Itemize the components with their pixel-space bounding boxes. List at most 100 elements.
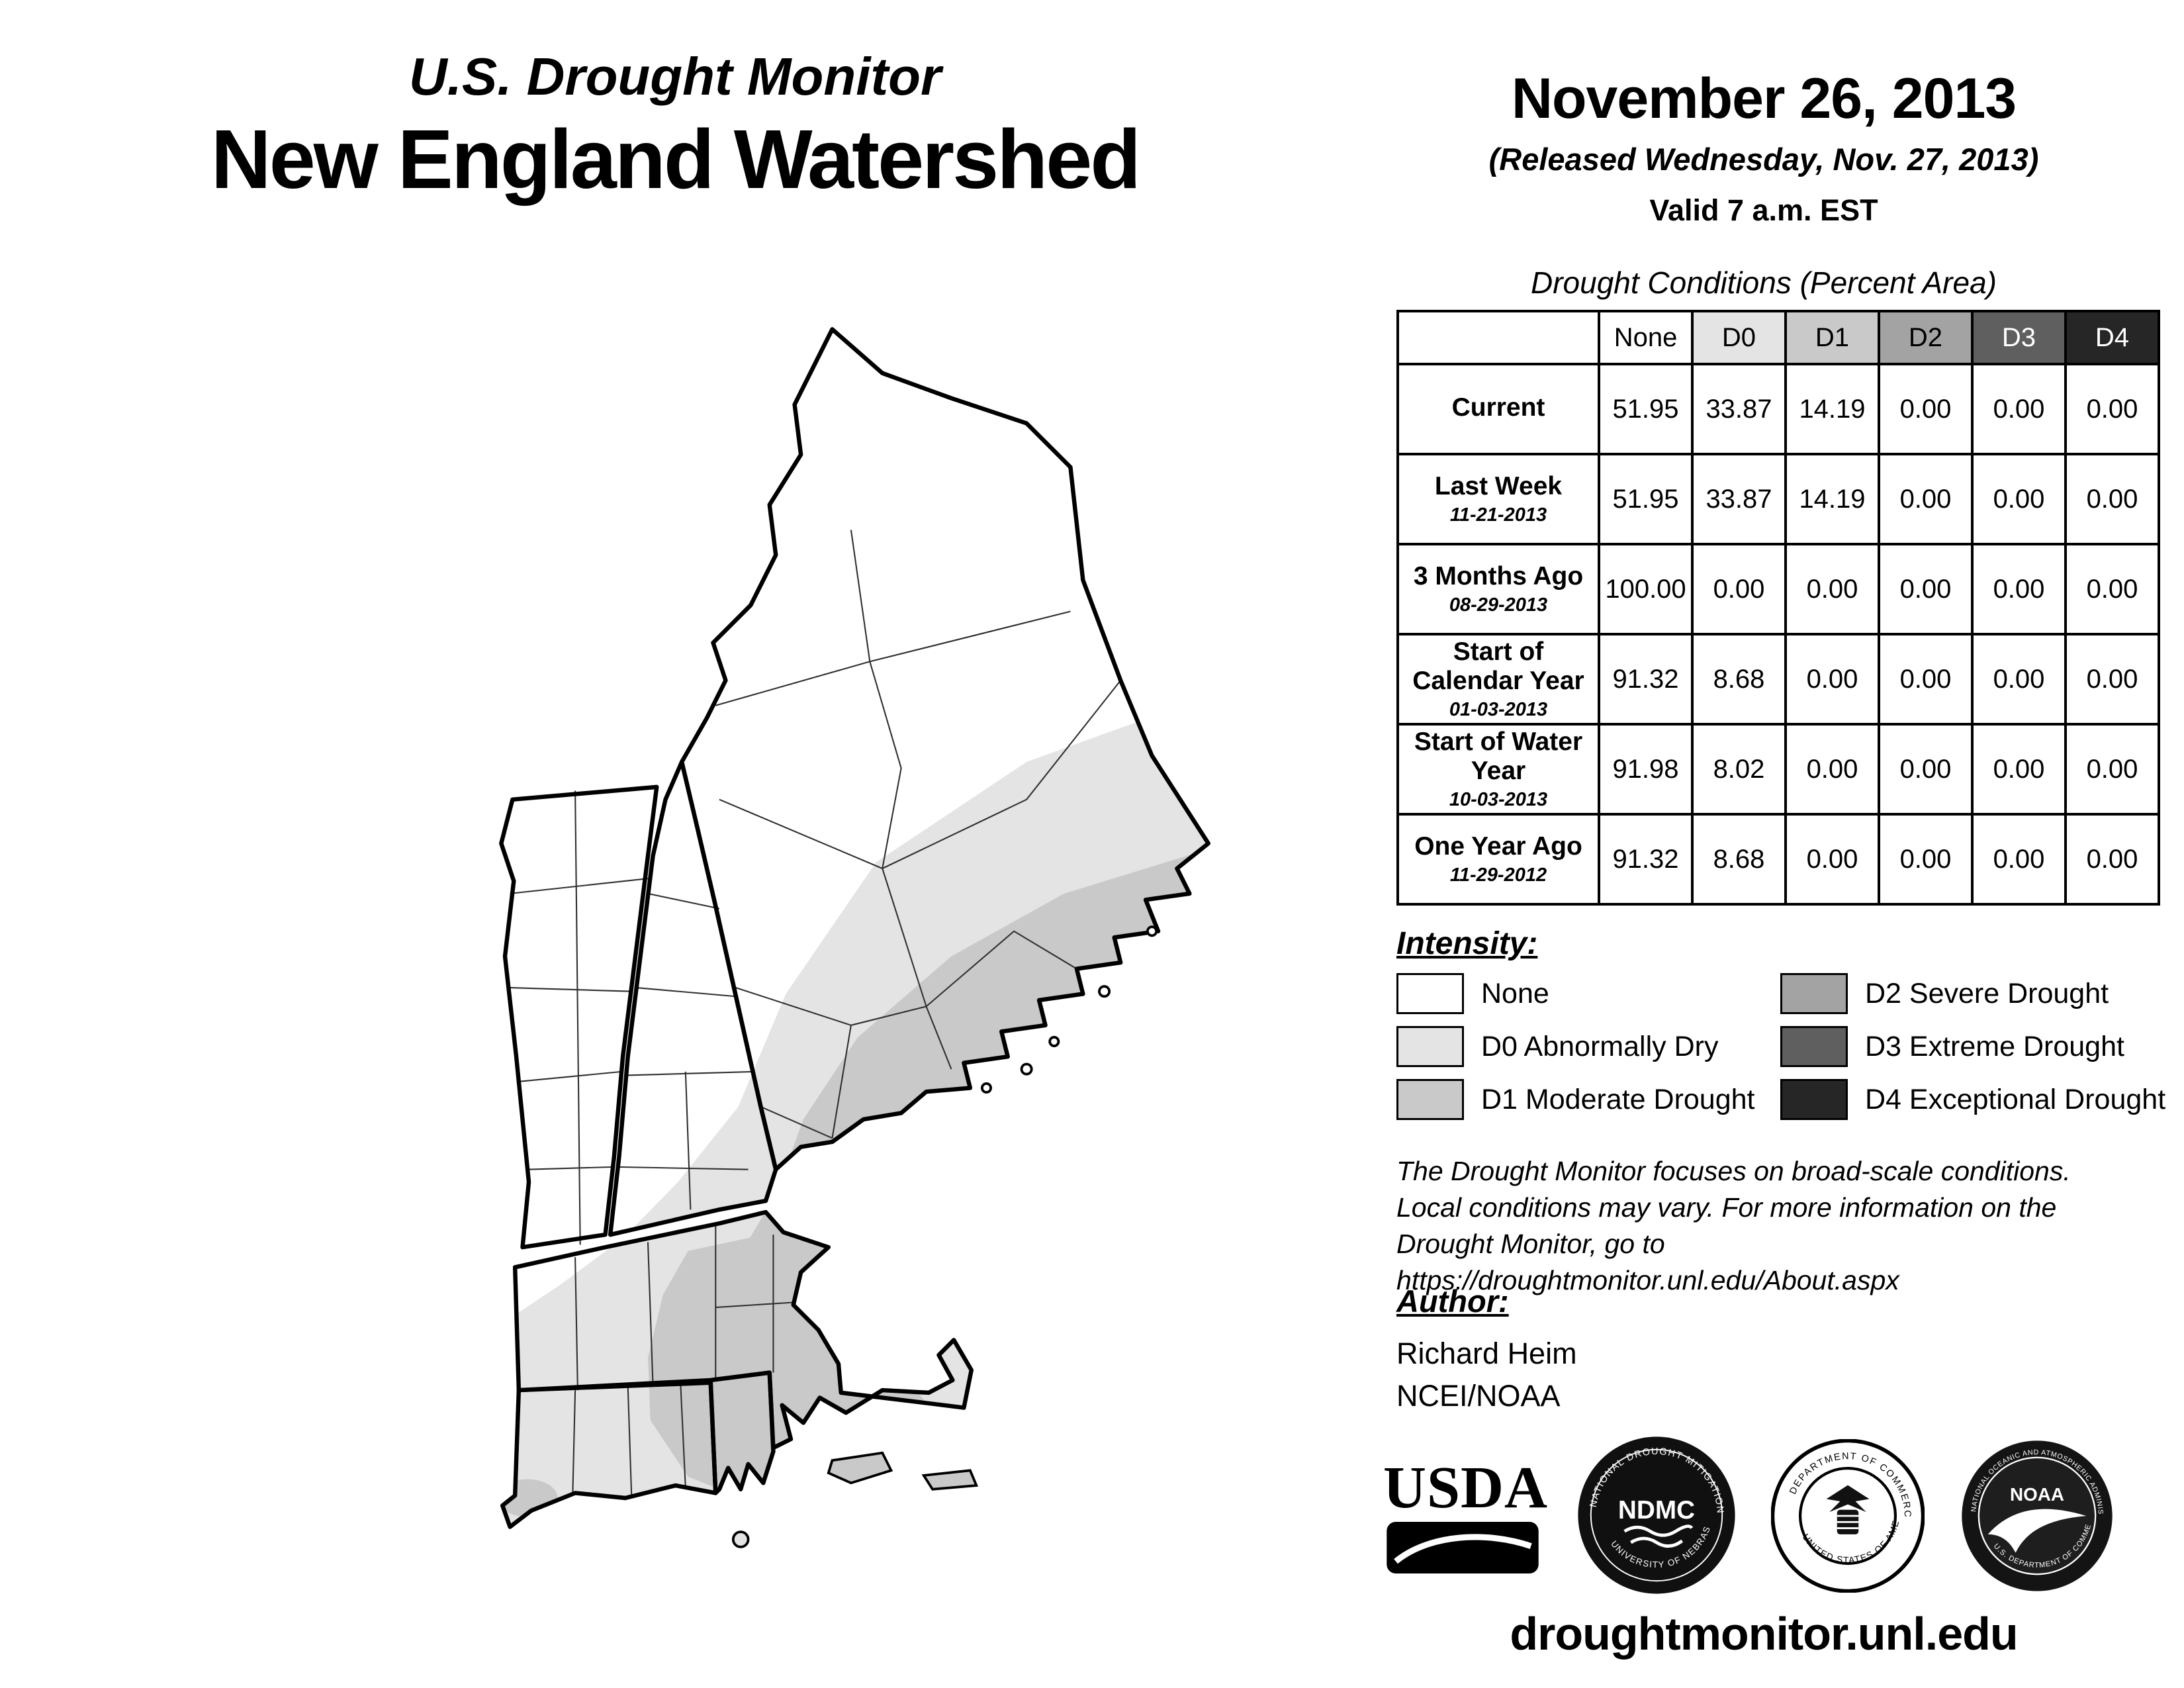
disclaimer-line-3: Drought Monitor, go to https://droughtmo… — [1396, 1228, 1899, 1295]
table-cell: 0.00 — [1878, 543, 1974, 635]
row-label-start-water-year: Start of Water Year 10-03-2013 — [1396, 723, 1600, 816]
state-new-hampshire — [608, 759, 778, 1237]
author-name: Richard Heim — [1396, 1336, 1577, 1370]
table-cell: 0.00 — [2064, 813, 2160, 906]
usda-wordmark: USDA — [1383, 1455, 1549, 1521]
table-row: One Year Ago 11-29-2012 91.32 8.68 0.00 … — [1396, 813, 2160, 906]
table-cell: 8.68 — [1691, 813, 1787, 906]
table-cell: 14.19 — [1784, 363, 1880, 455]
legend-swatch-d1 — [1396, 1079, 1464, 1120]
table-cell: 0.00 — [1971, 453, 2067, 545]
table-cell: 0.00 — [1971, 813, 2067, 906]
island-maine-coast-3 — [980, 1082, 993, 1094]
valid-time: Valid 7 a.m. EST — [1649, 193, 1878, 227]
ndmc-logo: NATIONAL DROUGHT MITIGATION CENTER UNIVE… — [1572, 1427, 1737, 1595]
island-maine-coast-1 — [1020, 1062, 1033, 1076]
legend-item-d1: D1 Moderate Drought — [1396, 1079, 1755, 1120]
table-cell: 0.00 — [1971, 543, 2067, 635]
legend-item-none: None — [1396, 973, 1755, 1014]
table-row: 3 Months Ago 08-29-2013 100.00 0.00 0.00… — [1396, 543, 2160, 635]
table-cell: 0.00 — [1784, 813, 1880, 906]
table-corner-cell — [1396, 310, 1600, 365]
legend-swatch-d4 — [1780, 1079, 1848, 1120]
author-organization: NCEI/NOAA — [1396, 1378, 1561, 1413]
table-cell: 0.00 — [2064, 723, 2160, 816]
row-label-start-calendar-year: Start of Calendar Year 01-03-2013 — [1396, 633, 1600, 726]
noaa-seagull-icon — [1987, 1509, 2087, 1553]
legend-item-d4: D4 Exceptional Drought — [1780, 1079, 2165, 1120]
col-header-d1: D1 — [1784, 310, 1880, 365]
legend-item-d0: D0 Abnormally Dry — [1396, 1026, 1755, 1067]
usda-swoosh-icon — [1386, 1521, 1539, 1573]
island-marthas-vineyard — [827, 1451, 893, 1485]
table-header-row: None D0 D1 D2 D3 D4 — [1396, 310, 2160, 365]
table-cell: 0.00 — [1878, 633, 1974, 726]
table-cell: 0.00 — [1878, 813, 1974, 906]
author-block: Author: Richard Heim NCEI/NOAA — [1396, 1283, 1577, 1417]
new-england-drought-map — [149, 298, 1277, 1665]
disclaimer-line-1: The Drought Monitor focuses on broad-sca… — [1396, 1156, 2071, 1186]
legend-swatch-d0 — [1396, 1026, 1464, 1067]
col-header-d0: D0 — [1691, 310, 1787, 365]
legend-item-d2: D2 Severe Drought — [1780, 973, 2165, 1014]
col-header-none: None — [1598, 310, 1694, 365]
released-date: (Released Wednesday, Nov. 27, 2013) — [1488, 142, 2039, 177]
doc-eagle-icon — [1826, 1485, 1870, 1534]
legend-swatch-d3 — [1780, 1026, 1848, 1067]
usda-logo: USDA — [1383, 1455, 1549, 1573]
date-block: November 26, 2013 (Released Wednesday, N… — [1370, 66, 2158, 228]
table-cell: 51.95 — [1598, 363, 1694, 455]
table-cell: 33.87 — [1691, 363, 1787, 455]
row-label-last-week: Last Week 11-21-2013 — [1396, 453, 1600, 545]
table-title: Drought Conditions (Percent Area) — [1531, 265, 1997, 300]
col-header-d3: D3 — [1971, 310, 2067, 365]
drought-conditions-table: None D0 D1 D2 D3 D4 Current 51.95 33.87 … — [1396, 310, 2160, 906]
table-cell: 0.00 — [1878, 723, 1974, 816]
table-cell: 0.00 — [1784, 723, 1880, 816]
table-row: Start of Water Year 10-03-2013 91.98 8.0… — [1396, 723, 2160, 816]
legend-column-right: D2 Severe Drought D3 Extreme Drought D4 … — [1780, 973, 2165, 1133]
report-title: U.S. Drought Monitor — [408, 47, 942, 106]
col-header-d2: D2 — [1878, 310, 1974, 365]
table-row: Last Week 11-21-2013 51.95 33.87 14.19 0… — [1396, 453, 2160, 545]
row-label-current: Current — [1396, 363, 1600, 455]
state-massachusetts — [512, 1209, 974, 1450]
table-cell: 91.32 — [1598, 813, 1694, 906]
table-cell: 0.00 — [2064, 543, 2160, 635]
table-cell: 0.00 — [1784, 543, 1880, 635]
island-block — [731, 1530, 750, 1548]
table-cell: 91.98 — [1598, 723, 1694, 816]
noaa-wordmark: NOAA — [2010, 1484, 2064, 1505]
legend-item-d3: D3 Extreme Drought — [1780, 1026, 2165, 1067]
table-cell: 51.95 — [1598, 453, 1694, 545]
legend-column-left: None D0 Abnormally Dry D1 Moderate Droug… — [1396, 973, 1755, 1133]
table-cell: 33.87 — [1691, 453, 1787, 545]
table-cell: 0.00 — [2064, 363, 2160, 455]
table-cell: 0.00 — [1971, 633, 2067, 726]
ndmc-wave-icon — [1623, 1524, 1694, 1537]
table-cell: 8.68 — [1691, 633, 1787, 726]
table-cell: 14.19 — [1784, 453, 1880, 545]
row-label-3-months-ago: 3 Months Ago 08-29-2013 — [1396, 543, 1600, 635]
island-maine-coast-2 — [1048, 1035, 1060, 1047]
county-boundaries — [507, 530, 1122, 1499]
table-cell: 0.00 — [1878, 453, 1974, 545]
author-heading: Author: — [1396, 1284, 1509, 1319]
title-block: U.S. Drought Monitor New England Watersh… — [79, 46, 1271, 207]
table-cell: 0.00 — [1784, 633, 1880, 726]
table-row: Current 51.95 33.87 14.19 0.00 0.00 0.00 — [1396, 363, 2160, 455]
footer-url: droughtmonitor.unl.edu — [1510, 1608, 2018, 1660]
island-maine-coast-5 — [1146, 925, 1158, 937]
state-maine — [679, 327, 1211, 1172]
col-header-d4: D4 — [2064, 310, 2160, 365]
state-rhode-island — [708, 1370, 776, 1495]
table-cell: 0.00 — [2064, 633, 2160, 726]
table-cell: 0.00 — [2064, 453, 2160, 545]
table-cell: 0.00 — [1971, 723, 2067, 816]
island-maine-coast-4 — [1098, 985, 1111, 998]
table-cell: 0.00 — [1971, 363, 2067, 455]
table-row: Start of Calendar Year 01-03-2013 91.32 … — [1396, 633, 2160, 726]
legend-swatch-d2 — [1780, 973, 1848, 1014]
legend-swatch-none — [1396, 973, 1464, 1014]
ndmc-wordmark: NDMC — [1618, 1496, 1695, 1524]
